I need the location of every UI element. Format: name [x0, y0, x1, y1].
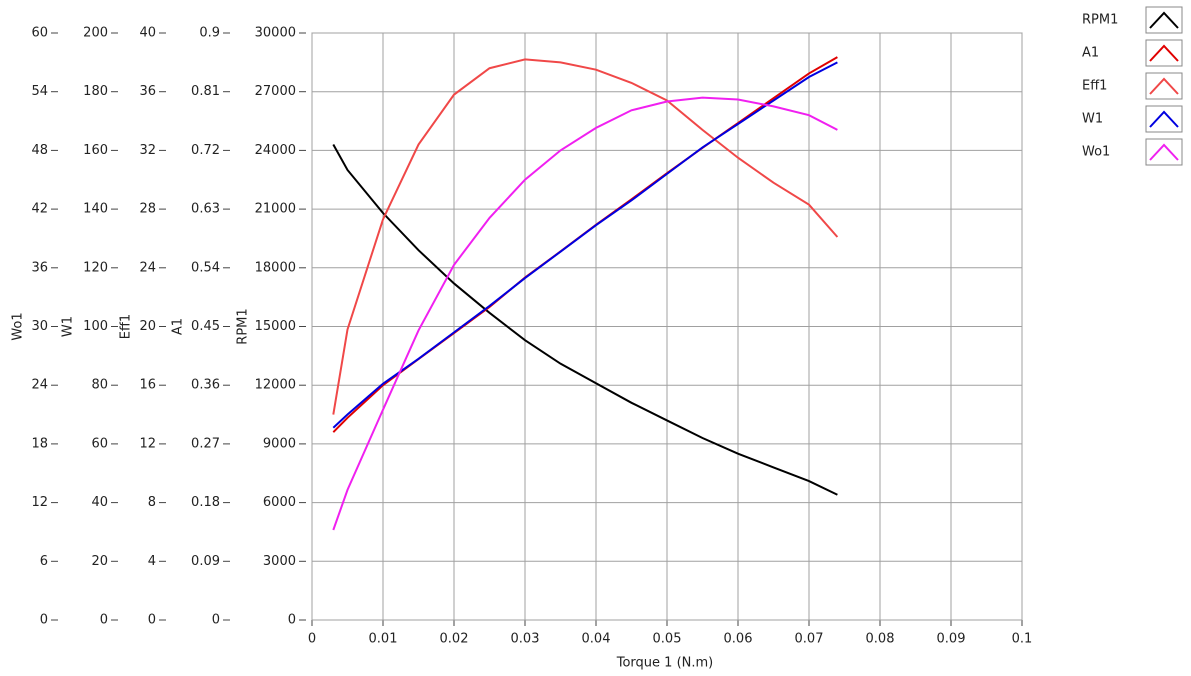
y-axis-label: Wo1 — [11, 312, 26, 340]
y-tick-label: 18000 — [255, 260, 296, 275]
legend-label: Eff1 — [1082, 79, 1107, 94]
x-tick-label: 0.03 — [511, 632, 540, 647]
legend-swatch — [1149, 11, 1179, 29]
y-tick-label: 60 — [91, 436, 108, 451]
legend-label: Wo1 — [1082, 145, 1110, 160]
x-tick-label: 0.05 — [653, 632, 682, 647]
y-tick-label: 12 — [139, 436, 156, 451]
data-line — [332, 144, 838, 496]
y-tick-label: 21000 — [255, 202, 296, 217]
legend-label: A1 — [1082, 46, 1099, 61]
y-tick-label: 0 — [40, 613, 48, 628]
y-tick-label: 27000 — [255, 84, 296, 99]
legend-box — [1145, 39, 1183, 67]
y-tick-label: 16 — [139, 378, 156, 393]
y-tick-label: 30 — [31, 319, 48, 334]
y-axis-label: A1 — [171, 318, 186, 335]
y-tick-label: 20 — [139, 319, 156, 334]
y-tick-label: 24 — [139, 260, 156, 275]
y-tick-label: 36 — [31, 260, 48, 275]
y-tick-label: 9000 — [263, 436, 296, 451]
y-tick-label: 24 — [31, 378, 48, 393]
y-tick-label: 0.09 — [191, 554, 220, 569]
legend-box — [1145, 6, 1183, 34]
x-tick-label: 0.04 — [582, 632, 611, 647]
legend-box — [1145, 105, 1183, 133]
legend-box — [1145, 138, 1183, 166]
y-tick-label: 48 — [31, 143, 48, 158]
legend-label: RPM1 — [1082, 13, 1118, 28]
y-tick-label: 40 — [91, 495, 108, 510]
legend-swatch — [1149, 143, 1179, 161]
y-tick-label: 12 — [31, 495, 48, 510]
legend-label: W1 — [1082, 112, 1103, 127]
y-tick-label: 42 — [31, 202, 48, 217]
y-tick-label: 0.18 — [191, 495, 220, 510]
y-tick-label: 0 — [100, 613, 108, 628]
y-tick-label: 60 — [31, 26, 48, 41]
data-line — [332, 56, 838, 433]
y-tick-label: 4 — [148, 554, 156, 569]
y-tick-label: 0.54 — [191, 260, 220, 275]
x-tick-label: 0.06 — [724, 632, 753, 647]
y-tick-label: 54 — [31, 84, 48, 99]
legend-swatch — [1149, 110, 1179, 128]
y-tick-label: 32 — [139, 143, 156, 158]
y-axis-label: W1 — [61, 316, 76, 337]
y-tick-label: 6000 — [263, 495, 296, 510]
y-tick-label: 0.36 — [191, 378, 220, 393]
y-tick-label: 36 — [139, 84, 156, 99]
y-tick-label: 28 — [139, 202, 156, 217]
x-tick-label: 0.02 — [440, 632, 469, 647]
data-line — [332, 61, 838, 429]
x-tick-label: 0.1 — [1012, 632, 1033, 647]
y-tick-label: 24000 — [255, 143, 296, 158]
data-line — [332, 58, 839, 415]
y-tick-label: 100 — [83, 319, 108, 334]
x-tick-label: 0.09 — [937, 632, 966, 647]
y-tick-label: 15000 — [255, 319, 296, 334]
x-tick-label: 0.08 — [866, 632, 895, 647]
y-tick-label: 0 — [212, 613, 220, 628]
y-tick-label: 0 — [148, 613, 156, 628]
y-tick-label: 0.72 — [191, 143, 220, 158]
y-tick-label: 0.27 — [191, 436, 220, 451]
y-tick-label: 160 — [83, 143, 108, 158]
y-tick-label: 80 — [91, 378, 108, 393]
y-tick-label: 180 — [83, 84, 108, 99]
y-tick-label: 3000 — [263, 554, 296, 569]
y-tick-label: 40 — [139, 26, 156, 41]
y-tick-label: 6 — [40, 554, 48, 569]
y-axis-label: Eff1 — [119, 314, 134, 339]
y-tick-label: 18 — [31, 436, 48, 451]
y-tick-label: 20 — [91, 554, 108, 569]
legend-box — [1145, 72, 1183, 100]
x-tick-label: 0 — [308, 632, 316, 647]
y-tick-label: 0.9 — [199, 26, 220, 41]
y-tick-label: 0.45 — [191, 319, 220, 334]
y-tick-label: 0 — [288, 613, 296, 628]
y-tick-label: 200 — [83, 26, 108, 41]
y-tick-label: 120 — [83, 260, 108, 275]
y-tick-label: 12000 — [255, 378, 296, 393]
y-tick-label: 30000 — [255, 26, 296, 41]
legend-swatch — [1149, 44, 1179, 62]
x-tick-label: 0.01 — [369, 632, 398, 647]
y-tick-label: 140 — [83, 202, 108, 217]
data-line — [332, 96, 838, 531]
y-axis-label: RPM1 — [236, 308, 251, 344]
y-tick-label: 0.63 — [191, 202, 220, 217]
legend-swatch — [1149, 77, 1179, 95]
x-tick-label: 0.07 — [795, 632, 824, 647]
x-axis-label: Torque 1 (N.m) — [616, 656, 714, 671]
y-tick-label: 0.81 — [191, 84, 220, 99]
y-tick-label: 8 — [148, 495, 156, 510]
